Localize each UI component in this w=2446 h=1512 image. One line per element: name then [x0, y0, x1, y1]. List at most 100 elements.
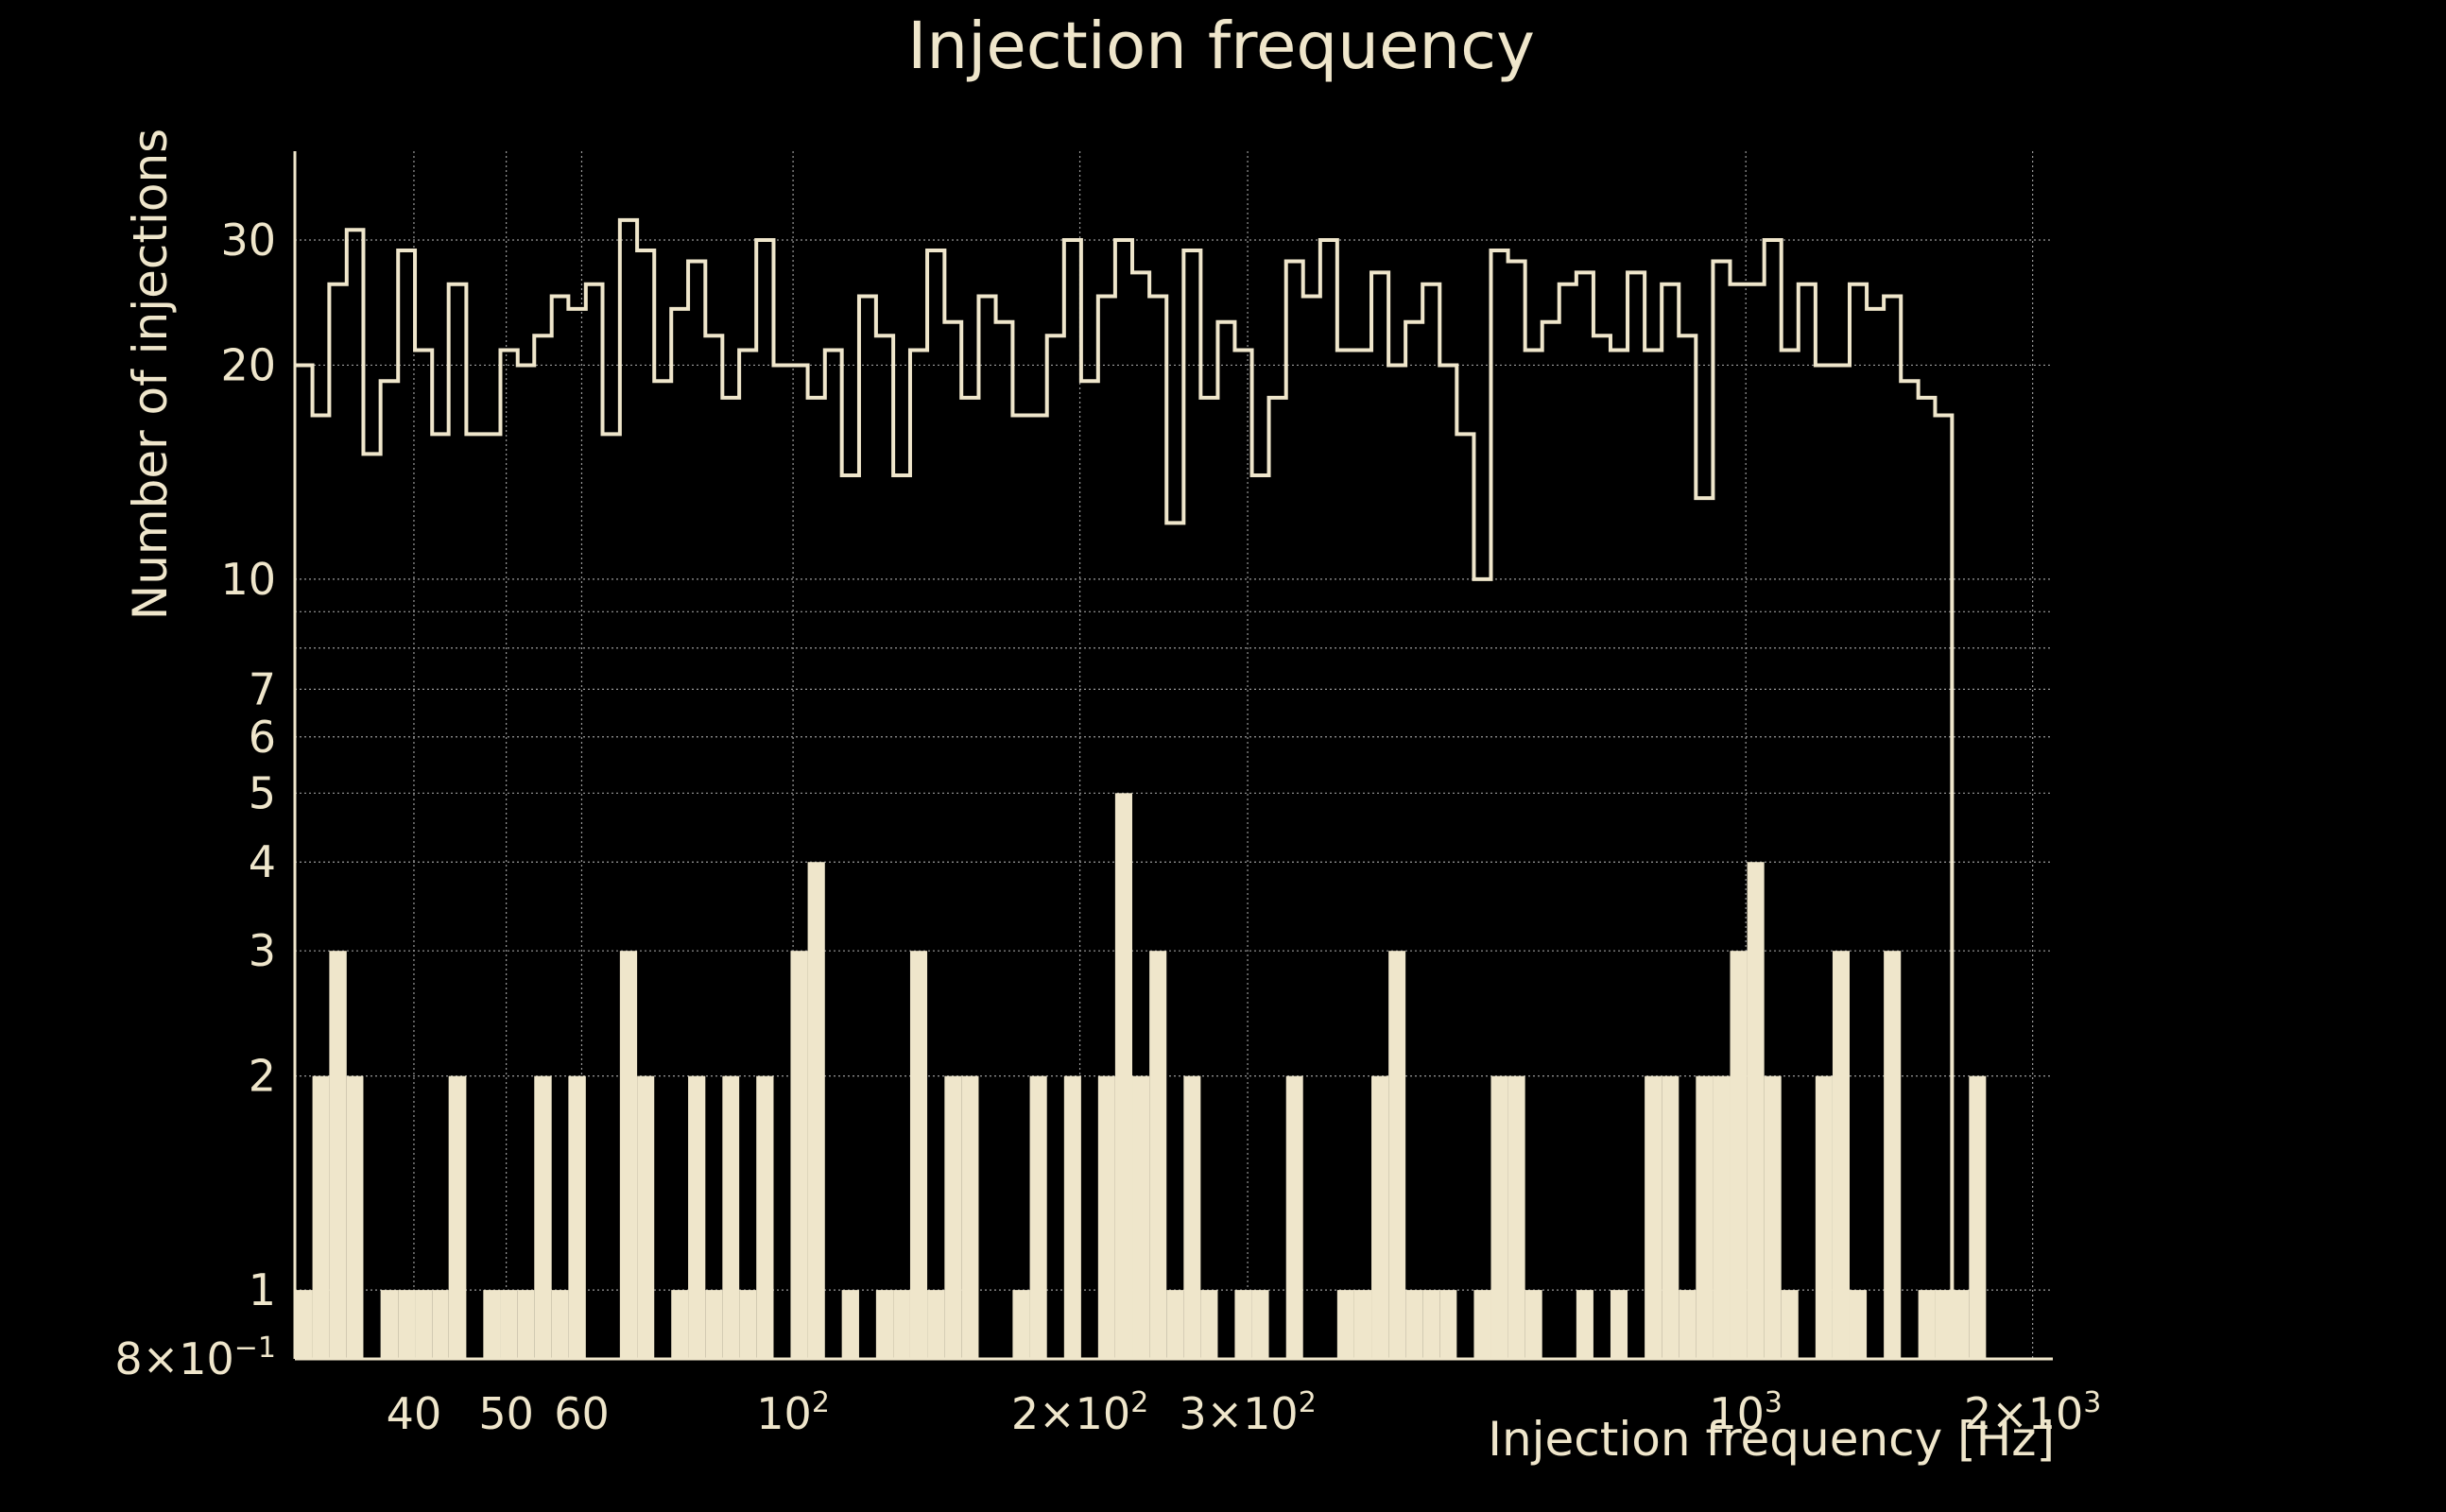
filled-bar: [329, 951, 347, 1359]
filled-bar: [1132, 1075, 1150, 1359]
filled-bar: [380, 1290, 399, 1359]
filled-bar: [1149, 951, 1167, 1359]
filled-bar: [1490, 1075, 1508, 1359]
filled-bar: [756, 1075, 774, 1359]
filled-bar: [1336, 1290, 1354, 1359]
y-tick-label: 10: [220, 554, 276, 605]
filled-bar: [500, 1290, 518, 1359]
filled-bar: [893, 1290, 910, 1359]
filled-bar: [739, 1290, 757, 1359]
filled-bar: [1251, 1290, 1269, 1359]
y-tick-label: 20: [220, 339, 276, 390]
filled-bar: [415, 1290, 433, 1359]
x-tick-label: 2×102: [1011, 1386, 1148, 1439]
filled-bar: [1832, 951, 1850, 1359]
y-tick-label: 5: [249, 767, 276, 818]
x-tick-label: 2×103: [1964, 1386, 2101, 1439]
y-tick-label: 30: [220, 215, 276, 266]
filled-bar: [1969, 1075, 1987, 1359]
y-tick-labels: 8×10−1 1 2 3 4 567 10 20 30: [114, 215, 276, 1384]
filled-bar: [722, 1075, 740, 1359]
filled-bar: [1183, 1075, 1201, 1359]
filled-bar: [1696, 1075, 1714, 1359]
filled-bar: [944, 1075, 962, 1359]
x-axis-label: Injection frequency [Hz]: [1488, 1412, 2055, 1467]
y-tick-label: 8×10−1: [114, 1332, 276, 1384]
filled-bar: [909, 951, 928, 1359]
filled-bar: [1524, 1290, 1542, 1359]
filled-bar: [705, 1290, 723, 1359]
x-tick-label: 3×102: [1179, 1386, 1316, 1439]
filled-bar: [1371, 1075, 1389, 1359]
filled-bar: [1063, 1075, 1081, 1359]
filled-bar: [671, 1290, 689, 1359]
y-tick-label: 6: [249, 712, 276, 763]
x-tick-label: 50: [478, 1388, 534, 1439]
filled-bar: [448, 1075, 467, 1359]
filled-bar: [688, 1075, 706, 1359]
filled-bar: [1764, 1075, 1782, 1359]
filled-bar: [1747, 862, 1765, 1359]
filled-bar: [1507, 1075, 1525, 1359]
filled-bar: [1713, 1075, 1731, 1359]
filled-bar: [1473, 1290, 1491, 1359]
filled-bar: [398, 1290, 416, 1359]
filled-bar: [1422, 1290, 1440, 1359]
y-tick-label: 1: [249, 1264, 276, 1315]
filled-bar: [568, 1075, 586, 1359]
filled-bar: [1918, 1290, 1936, 1359]
y-tick-label: 2: [249, 1051, 276, 1102]
step-histogram: [295, 217, 1955, 1359]
filled-bar: [1029, 1075, 1047, 1359]
filled-bar: [637, 1075, 655, 1359]
step-line: [295, 217, 1955, 1359]
filled-bar: [1200, 1290, 1218, 1359]
chart-title: Injection frequency: [907, 9, 1535, 84]
filled-bar: [551, 1290, 569, 1359]
filled-bar: [1285, 1075, 1303, 1359]
filled-bar: [961, 1075, 979, 1359]
x-tick-label: 102: [756, 1386, 830, 1439]
filled-histogram: [295, 793, 1987, 1359]
filled-bar: [1353, 1290, 1372, 1359]
x-tick-label: 60: [554, 1388, 610, 1439]
filled-bar: [483, 1290, 501, 1359]
x-tick-label: 40: [387, 1388, 442, 1439]
y-axis-label: Number of injections: [123, 129, 178, 620]
filled-bar: [1439, 1290, 1457, 1359]
filled-bar: [1781, 1290, 1799, 1359]
x-tick-labels: 40 50 60 102 2×102 3×102 103 2×103: [387, 1386, 2102, 1439]
filled-bar: [1388, 951, 1406, 1359]
filled-bar: [1405, 1290, 1423, 1359]
filled-bar: [295, 1290, 313, 1359]
filled-bar: [1679, 1290, 1697, 1359]
filled-bar: [346, 1075, 364, 1359]
filled-bar: [927, 1290, 945, 1359]
filled-bar: [1662, 1075, 1679, 1359]
filled-bar: [1114, 793, 1133, 1359]
y-tick-label: 3: [249, 925, 276, 976]
filled-bar: [1935, 1290, 1953, 1359]
y-tick-label: 7: [249, 663, 276, 714]
y-tick-label: 4: [249, 836, 276, 887]
filled-bar: [1166, 1290, 1184, 1359]
x-tick-label: 103: [1709, 1386, 1783, 1439]
filled-bar: [517, 1290, 535, 1359]
filled-bar: [1097, 1075, 1115, 1359]
filled-bar: [1234, 1290, 1252, 1359]
filled-bar: [432, 1290, 449, 1359]
filled-bar: [1576, 1290, 1593, 1359]
filled-bar: [875, 1290, 894, 1359]
filled-bar: [534, 1075, 552, 1359]
filled-bar: [1610, 1290, 1628, 1359]
filled-bar: [312, 1075, 330, 1359]
filled-bar: [1815, 1075, 1833, 1359]
filled-bar: [1884, 951, 1902, 1359]
filled-bar: [619, 951, 638, 1359]
filled-bar: [1952, 1290, 1970, 1359]
axes: [293, 151, 2053, 1361]
filled-bar: [790, 951, 808, 1359]
filled-bar: [807, 862, 825, 1359]
